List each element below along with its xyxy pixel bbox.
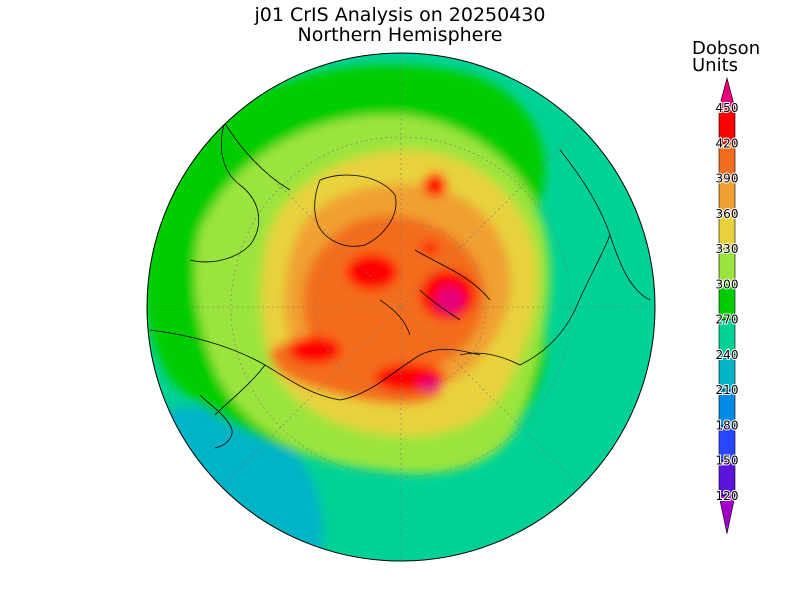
colorbar-tick-label: 360 — [716, 207, 739, 221]
colorbar-label-line2: Units — [692, 55, 739, 76]
coastline-japan — [199, 394, 233, 449]
coastlines — [149, 109, 651, 449]
colorbar-swatches — [718, 76, 736, 534]
colorbar-label-line1: Dobson — [692, 38, 761, 59]
colorbar-units-label: Dobson Units — [692, 38, 761, 76]
map-boundary — [146, 52, 656, 562]
colorbar-tick-label: 240 — [716, 348, 739, 362]
colorbar-tick-label: 330 — [716, 242, 739, 256]
coastline-eurasia — [149, 114, 481, 416]
colorbar-tick-label: 420 — [716, 136, 739, 150]
ozone-max-mid — [421, 242, 439, 254]
colorbar-tick-label: 390 — [716, 172, 739, 186]
coastline-north-america — [459, 149, 651, 366]
colorbar-swatch-min — [718, 495, 736, 534]
colorbar-tick-label: 150 — [716, 454, 739, 468]
ozone-peak-south — [418, 378, 442, 392]
map-subtitle: Northern Hemisphere — [297, 24, 503, 46]
ozone-field — [147, 53, 655, 561]
colorbar-tick-label: 120 — [716, 489, 739, 503]
ozone-max-north — [423, 173, 447, 197]
graticule — [147, 53, 655, 561]
map-title: j01 CrIS Analysis on 20250430 — [254, 4, 546, 26]
coastline-europe — [189, 109, 259, 263]
colorbar-tick-label: 300 — [716, 277, 739, 291]
colorbar-tick-label: 210 — [716, 383, 739, 397]
coastline-arctic-islands — [379, 249, 491, 336]
coastline-greenland — [314, 174, 397, 247]
ozone-max-southwest — [289, 336, 341, 364]
colorbar-tick-label: 450 — [716, 101, 739, 115]
colorbar-ticks: 450 420 390 360 330 300 270 240 210 180 150 120 — [715, 100, 740, 504]
colorbar-tick-label: 180 — [716, 418, 739, 432]
colorbar-tick-label: 270 — [716, 313, 739, 327]
ozone-max-central — [346, 254, 398, 290]
